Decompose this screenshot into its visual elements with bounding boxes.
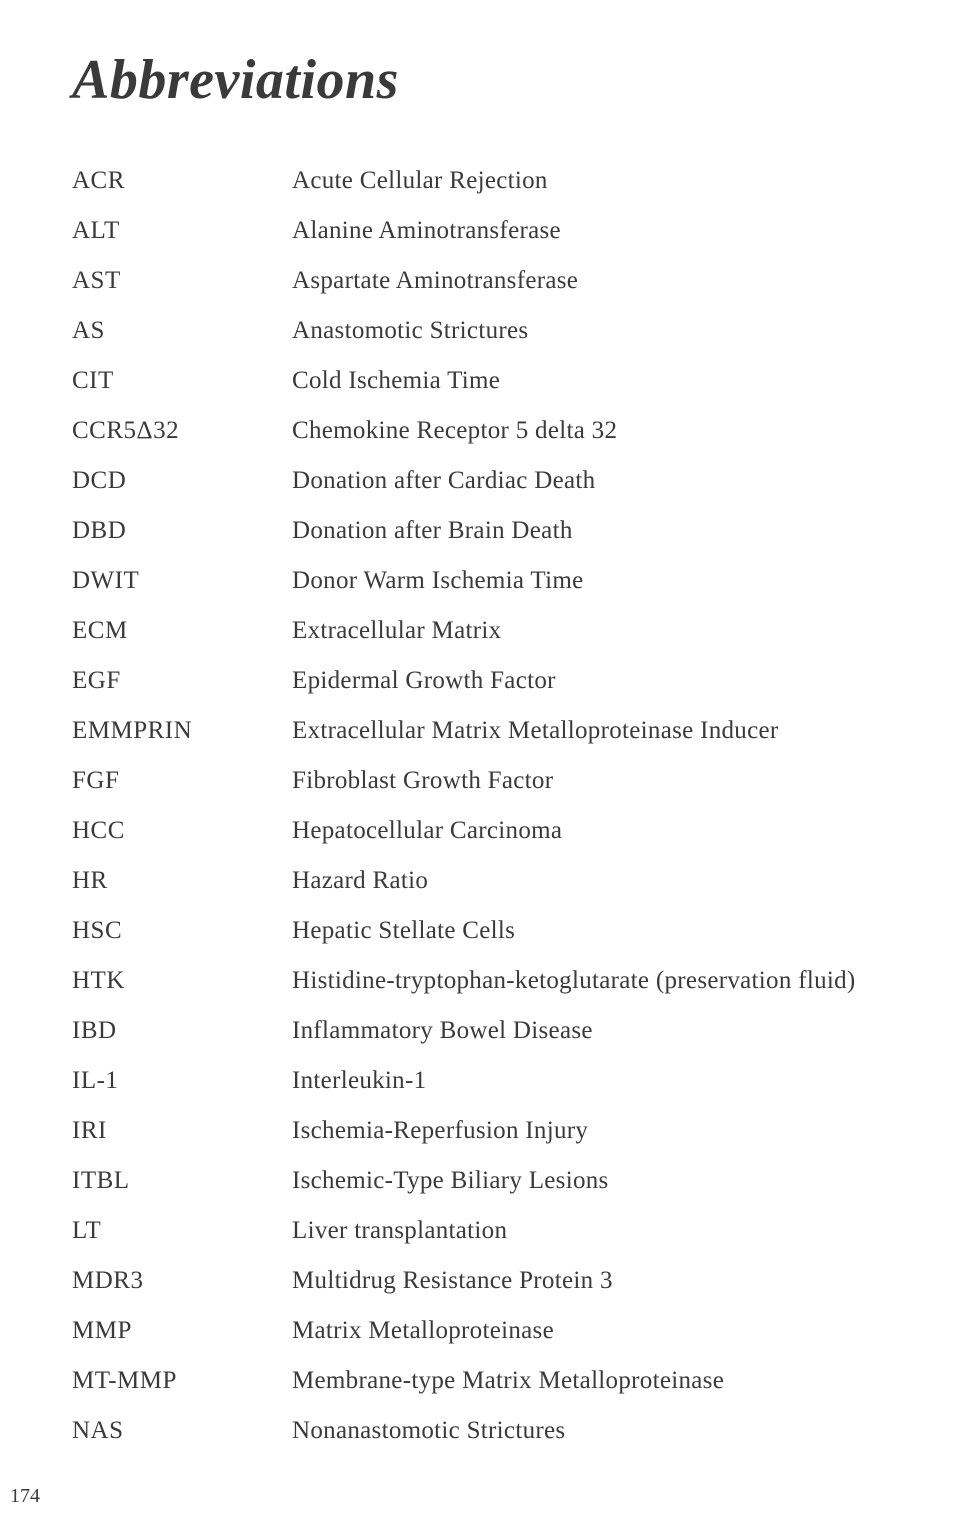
abbrev-term: ITBL	[72, 1156, 292, 1206]
abbrev-definition: Cold Ischemia Time	[292, 356, 960, 406]
abbrev-row: ECMExtracellular Matrix	[72, 606, 960, 656]
abbrev-definition: Nonanastomotic Strictures	[292, 1406, 960, 1456]
abbrev-definition: Aspartate Aminotransferase	[292, 256, 960, 306]
abbrev-term: CCR5Δ32	[72, 406, 292, 456]
abbrev-row: ACRAcute Cellular Rejection	[72, 156, 960, 206]
abbrev-term: AS	[72, 306, 292, 356]
abbrev-term: DWIT	[72, 556, 292, 606]
abbrev-definition: Acute Cellular Rejection	[292, 156, 960, 206]
abbrev-row: HRHazard Ratio	[72, 856, 960, 906]
abbrev-row: LTLiver transplantation	[72, 1206, 960, 1256]
abbrev-term: FGF	[72, 756, 292, 806]
abbrev-term: IRI	[72, 1106, 292, 1156]
abbrev-term: ALT	[72, 206, 292, 256]
abbrev-definition: Chemokine Receptor 5 delta 32	[292, 406, 960, 456]
abbrev-term: EGF	[72, 656, 292, 706]
abbrev-term: DBD	[72, 506, 292, 556]
abbrev-term: MMP	[72, 1306, 292, 1356]
abbrev-row: IL-1Interleukin-1	[72, 1056, 960, 1106]
abbrev-row: DCDDonation after Cardiac Death	[72, 456, 960, 506]
abbrev-definition: Inflammatory Bowel Disease	[292, 1006, 960, 1056]
abbrev-row: MDR3Multidrug Resistance Protein 3	[72, 1256, 960, 1306]
abbrev-row: HTKHistidine-tryptophan-ketoglutarate (p…	[72, 956, 960, 1006]
abbrev-definition: Fibroblast Growth Factor	[292, 756, 960, 806]
abbrev-definition: Ischemic-Type Biliary Lesions	[292, 1156, 960, 1206]
abbrev-term: EMMPRIN	[72, 706, 292, 756]
abbrev-term: MT-MMP	[72, 1356, 292, 1406]
abbrev-definition: Alanine Aminotransferase	[292, 206, 960, 256]
abbrev-definition: Extracellular Matrix Metalloproteinase I…	[292, 706, 960, 756]
abbrev-term: IL-1	[72, 1056, 292, 1106]
abbrev-term: ACR	[72, 156, 292, 206]
abbrev-row: ITBLIschemic-Type Biliary Lesions	[72, 1156, 960, 1206]
abbrev-row: DBDDonation after Brain Death	[72, 506, 960, 556]
abbrev-term: MDR3	[72, 1256, 292, 1306]
abbrev-definition: Donation after Brain Death	[292, 506, 960, 556]
abbrev-definition: Interleukin-1	[292, 1056, 960, 1106]
abbrev-term: HCC	[72, 806, 292, 856]
abbrev-term: DCD	[72, 456, 292, 506]
abbrev-definition: Hepatocellular Carcinoma	[292, 806, 960, 856]
abbrev-definition: Hepatic Stellate Cells	[292, 906, 960, 956]
abbrev-term: LT	[72, 1206, 292, 1256]
abbrev-row: HSCHepatic Stellate Cells	[72, 906, 960, 956]
page-number: 174	[10, 1485, 40, 1508]
abbrev-definition: Epidermal Growth Factor	[292, 656, 960, 706]
abbrev-definition: Donor Warm Ischemia Time	[292, 556, 960, 606]
abbrev-term: IBD	[72, 1006, 292, 1056]
abbrev-term: NAS	[72, 1406, 292, 1456]
abbrev-definition: Donation after Cardiac Death	[292, 456, 960, 506]
abbrev-row: IBDInflammatory Bowel Disease	[72, 1006, 960, 1056]
abbrev-definition: Ischemia-Reperfusion Injury	[292, 1106, 960, 1156]
abbrev-definition: Extracellular Matrix	[292, 606, 960, 656]
page-title: Abbreviations	[72, 48, 960, 112]
abbrev-row: HCCHepatocellular Carcinoma	[72, 806, 960, 856]
abbrev-definition: Histidine-tryptophan-ketoglutarate (pres…	[292, 956, 960, 1006]
abbrev-row: NASNonanastomotic Strictures	[72, 1406, 960, 1456]
abbrev-definition: Multidrug Resistance Protein 3	[292, 1256, 960, 1306]
abbrev-row: MMPMatrix Metalloproteinase	[72, 1306, 960, 1356]
abbrev-row: CCR5Δ32Chemokine Receptor 5 delta 32	[72, 406, 960, 456]
abbrev-row: DWITDonor Warm Ischemia Time	[72, 556, 960, 606]
abbrev-row: MT-MMPMembrane-type Matrix Metalloprotei…	[72, 1356, 960, 1406]
abbrev-row: ALTAlanine Aminotransferase	[72, 206, 960, 256]
abbrev-definition: Hazard Ratio	[292, 856, 960, 906]
abbrev-term: AST	[72, 256, 292, 306]
abbrev-term: HSC	[72, 906, 292, 956]
abbrev-row: EGFEpidermal Growth Factor	[72, 656, 960, 706]
abbrev-row: ASTAspartate Aminotransferase	[72, 256, 960, 306]
abbrev-term: CIT	[72, 356, 292, 406]
abbrev-row: FGFFibroblast Growth Factor	[72, 756, 960, 806]
abbrev-row: EMMPRINExtracellular Matrix Metalloprote…	[72, 706, 960, 756]
abbrev-definition: Liver transplantation	[292, 1206, 960, 1256]
abbrev-definition: Matrix Metalloproteinase	[292, 1306, 960, 1356]
abbreviations-table: ACRAcute Cellular RejectionALTAlanine Am…	[72, 156, 960, 1456]
abbrev-term: HTK	[72, 956, 292, 1006]
abbrev-row: ASAnastomotic Strictures	[72, 306, 960, 356]
abbrev-definition: Membrane-type Matrix Metalloproteinase	[292, 1356, 960, 1406]
abbrev-row: IRIIschemia-Reperfusion Injury	[72, 1106, 960, 1156]
abbrev-row: CITCold Ischemia Time	[72, 356, 960, 406]
abbrev-term: ECM	[72, 606, 292, 656]
abbrev-term: HR	[72, 856, 292, 906]
abbrev-definition: Anastomotic Strictures	[292, 306, 960, 356]
